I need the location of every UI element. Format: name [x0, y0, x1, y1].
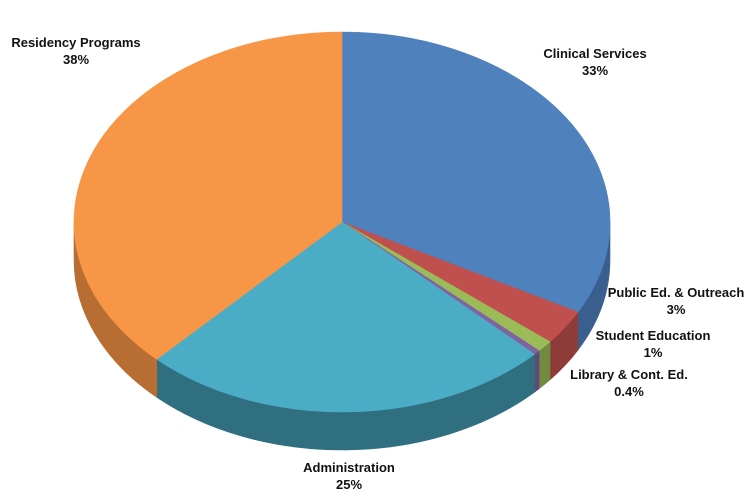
slice-name-label: Student Education [596, 328, 711, 343]
slice-value-label: 38% [63, 52, 89, 67]
data-label-library-and-cont-ed: Library & Cont. Ed. 0.4% [570, 367, 688, 399]
slice-name-label: Residency Programs [11, 35, 140, 50]
slice-name-label: Library & Cont. Ed. [570, 367, 688, 382]
slice-name-label: Clinical Services [543, 46, 646, 61]
slice-name-label: Public Ed. & Outreach [608, 285, 745, 300]
data-label-clinical-services: Clinical Services 33% [543, 46, 646, 78]
pie-slice-residency-programs [73, 31, 343, 360]
slice-value-label: 33% [582, 63, 608, 78]
pie-side-library-and-cont-ed [534, 350, 540, 393]
data-label-student-education: Student Education 1% [596, 328, 711, 360]
data-label-public-ed-and-outreach: Public Ed. & Outreach 3% [608, 285, 745, 317]
data-label-residency-programs: Residency Programs 38% [11, 35, 140, 67]
pie-slice-administration [156, 221, 535, 413]
slice-value-label: 25% [336, 477, 362, 492]
data-label-administration: Administration 25% [303, 460, 395, 492]
slice-name-label: Administration [303, 460, 395, 475]
slice-value-label: 1% [644, 345, 663, 360]
slice-value-label: 0.4% [614, 384, 644, 399]
slice-value-label: 3% [667, 302, 686, 317]
pie-labels-layer: Clinical Services 33% Public Ed. & Outreac… [11, 35, 744, 492]
pie-slice-clinical-services [341, 31, 611, 313]
pie-slices-layer [73, 31, 611, 413]
